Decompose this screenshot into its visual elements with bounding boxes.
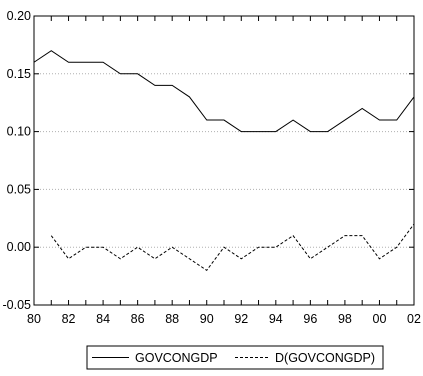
series-layer [33, 50, 415, 271]
y-tick-label: 0.10 [7, 125, 31, 139]
legend-label-1: D(GOVCONGDP) [275, 351, 375, 365]
legend: GOVCONGDP D(GOVCONGDP) [86, 345, 384, 370]
x-tick-label: 92 [234, 312, 248, 326]
legend-label-0: GOVCONGDP [135, 351, 218, 365]
x-axis: 80 82 84 86 88 90 92 94 96 98 00 02 [27, 16, 421, 326]
x-tick-label: 88 [165, 312, 179, 326]
x-tick-label: 86 [131, 312, 145, 326]
y-tick-label: 0.05 [7, 182, 31, 196]
y-tick-label: 0.15 [7, 67, 31, 81]
x-tick-label: 80 [27, 312, 41, 326]
x-tick-label: 96 [303, 312, 317, 326]
x-tick-label: 84 [96, 312, 110, 326]
x-tick-label: 98 [338, 312, 352, 326]
y-axis: 0.20 0.15 0.10 0.05 0.00 -0.05 [3, 9, 414, 312]
y-tick-label: 0.00 [7, 240, 31, 254]
y-tick-label: -0.05 [3, 298, 32, 312]
y-tick-label: 0.20 [7, 9, 31, 23]
series-line-1 [50, 223, 415, 271]
x-tick-label: 82 [62, 312, 76, 326]
series-line-0 [33, 50, 415, 133]
x-tick-label: 02 [407, 312, 421, 326]
x-tick-label: 00 [373, 312, 387, 326]
plot-frame [33, 15, 415, 306]
gridlines [34, 73, 414, 248]
x-tick-label: 94 [269, 312, 283, 326]
x-tick-label: 90 [200, 312, 214, 326]
